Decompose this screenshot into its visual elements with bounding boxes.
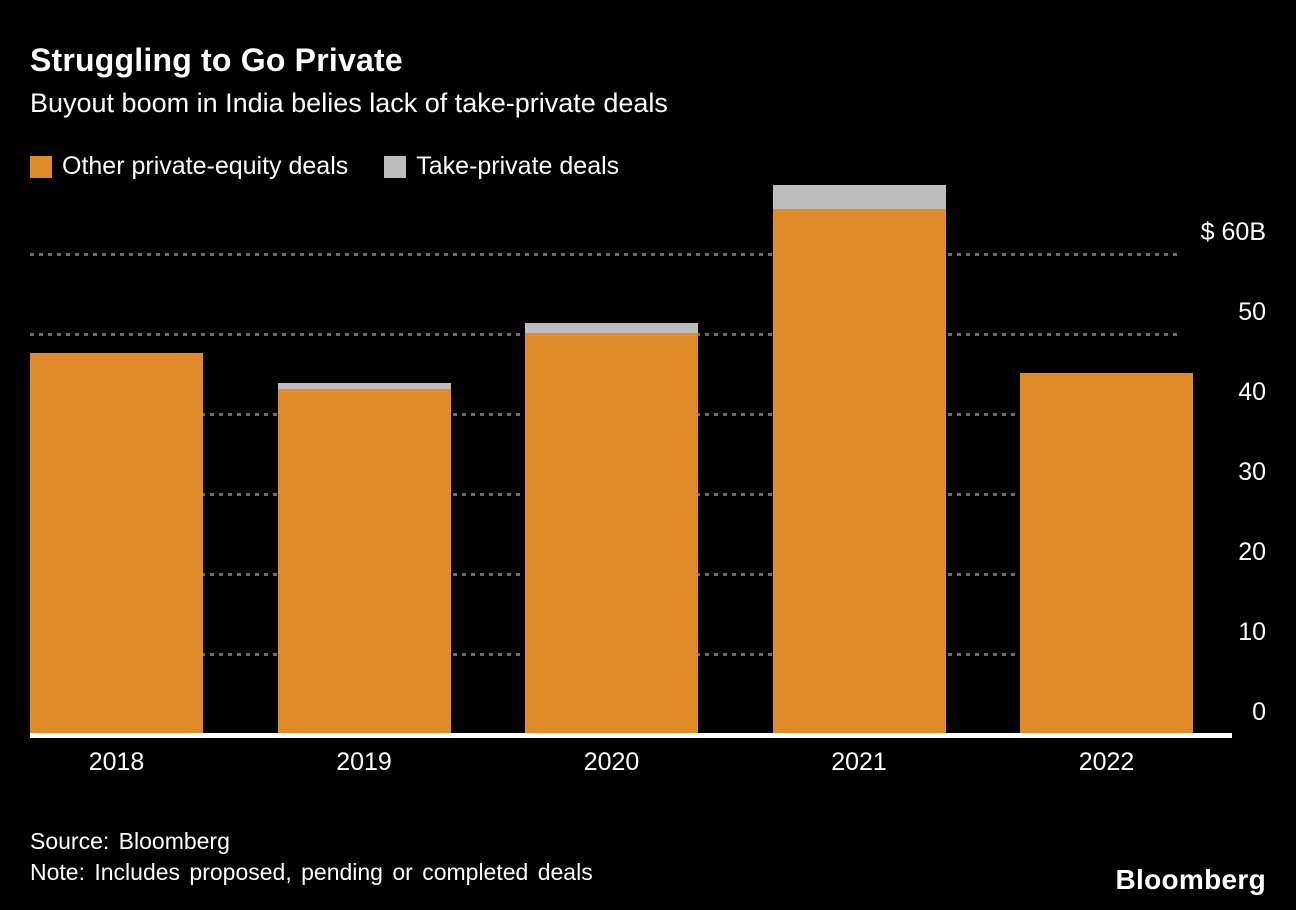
chart-subtitle: Buyout boom in India belies lack of take… — [30, 88, 668, 118]
x-axis-line — [30, 733, 1232, 738]
x-tick-label-2021: 2021 — [831, 748, 887, 776]
bar-segment-2022-other-pe — [1020, 373, 1193, 733]
legend-swatch-gray-icon — [384, 155, 407, 178]
y-tick-label-30: 30 — [1238, 458, 1266, 486]
x-tick-label-2022: 2022 — [1078, 748, 1135, 776]
bar-segment-2019-other-pe — [277, 389, 451, 733]
y-tick-label-50: 50 — [1238, 298, 1266, 326]
source-text: Source: Bloomberg — [30, 828, 230, 854]
bar-segment-2019-take-private — [277, 383, 451, 389]
y-tick-label-0: 0 — [1252, 698, 1266, 726]
bar-2021 — [772, 185, 946, 733]
y-tick-label-10: 10 — [1238, 618, 1266, 646]
y-tick-label-20: 20 — [1238, 538, 1266, 566]
bar-segment-2020-other-pe — [525, 333, 698, 733]
legend-label-take-private-deals: Take-private deals — [416, 152, 620, 180]
bar-2018 — [30, 353, 203, 733]
legend-item-other-pe-deals: Other private-equity deals — [30, 152, 348, 181]
gridline-60 — [30, 253, 1180, 256]
bar-2020 — [525, 323, 698, 733]
legend-item-take-private-deals: Take-private deals — [384, 152, 619, 181]
y-tick-label-60: $ 60B — [1200, 218, 1266, 246]
legend-label-other-pe-deals: Other private-equity deals — [62, 152, 349, 180]
legend-swatch-orange-icon — [30, 155, 52, 178]
bloomberg-logo: Bloomberg — [1115, 864, 1266, 895]
bar-segment-2021-take-private — [772, 185, 946, 209]
y-tick-label-40: 40 — [1238, 378, 1266, 406]
x-tick-label-2019: 2019 — [336, 748, 392, 776]
legend: Other private-equity deals Take-private … — [30, 152, 619, 181]
note-text: Note: Includes proposed, pending or comp… — [30, 859, 593, 885]
bar-2019 — [277, 383, 451, 733]
bar-segment-2018-other-pe — [30, 353, 203, 733]
bar-segment-2020-take-private — [525, 323, 698, 333]
bar-segment-2021-other-pe — [772, 209, 946, 733]
bar-2022 — [1020, 373, 1193, 733]
x-tick-label-2020: 2020 — [583, 748, 640, 776]
chart-title: Struggling to Go Private — [30, 42, 403, 78]
x-tick-label-2018: 2018 — [88, 748, 145, 776]
